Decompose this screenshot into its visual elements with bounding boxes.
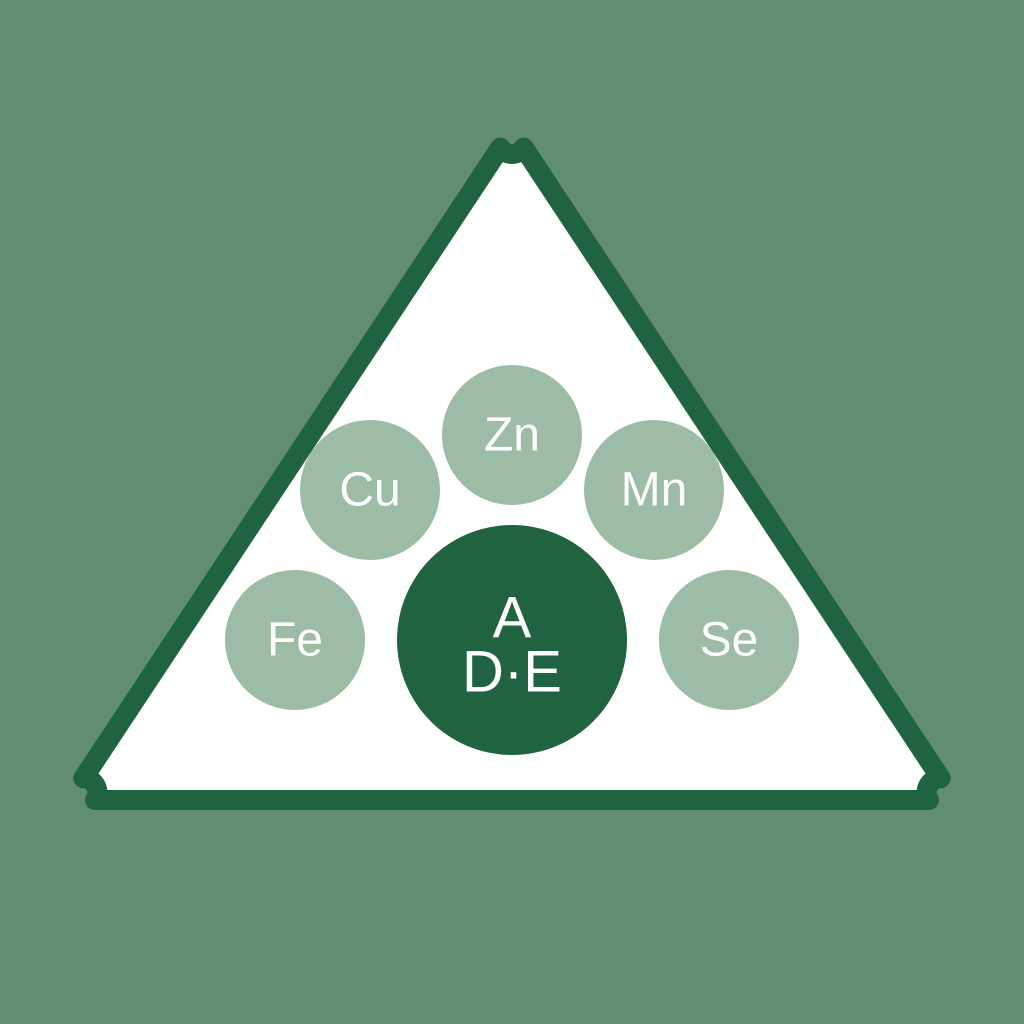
mineral-label-fe: Fe [267,614,323,667]
mineral-circle-cu: Cu [300,420,440,560]
center-label-line2: D·E [462,639,562,704]
mineral-circle-zn: Zn [442,365,582,505]
mineral-circle-fe: Fe [225,570,365,710]
center-vitamin-circle: A D·E [397,525,627,755]
mineral-circle-mn: Mn [584,420,724,560]
mineral-circle-se: Se [659,570,799,710]
nutrient-triangle-diagram: Fe Cu Zn Mn Se A D·E [0,0,1024,1024]
mineral-label-zn: Zn [484,409,540,462]
mineral-label-cu: Cu [339,464,400,517]
mineral-label-mn: Mn [621,464,688,517]
mineral-label-se: Se [700,614,759,667]
